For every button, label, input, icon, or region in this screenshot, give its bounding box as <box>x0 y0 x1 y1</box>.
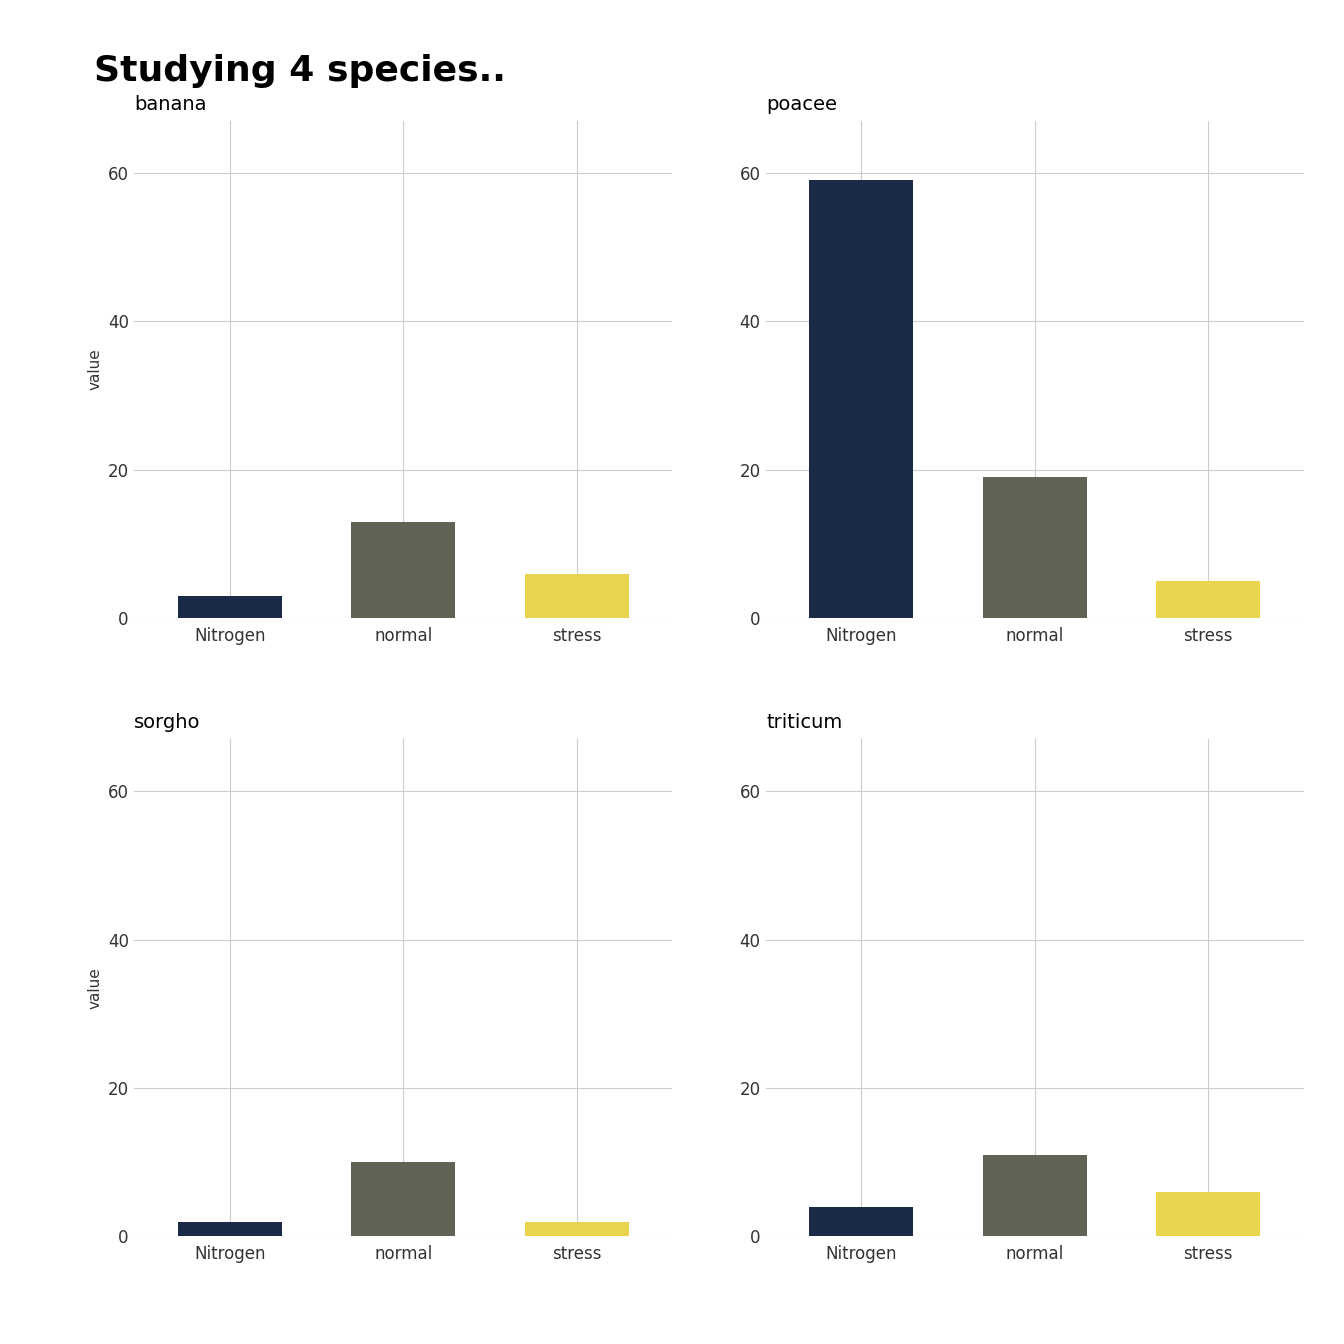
Y-axis label: value: value <box>87 966 102 1009</box>
Bar <box>1156 581 1261 618</box>
Bar <box>524 1222 629 1236</box>
Bar <box>177 595 282 618</box>
Text: Studying 4 species..: Studying 4 species.. <box>94 54 505 87</box>
Text: banana: banana <box>134 95 207 114</box>
Bar <box>982 477 1087 618</box>
Text: poacee: poacee <box>766 95 837 114</box>
Bar <box>351 1163 456 1236</box>
Bar <box>982 1154 1087 1236</box>
Text: triticum: triticum <box>766 714 843 732</box>
Bar <box>809 180 914 618</box>
Bar <box>524 574 629 618</box>
Bar <box>809 1207 914 1236</box>
Bar <box>351 521 456 618</box>
Bar <box>177 1222 282 1236</box>
Text: sorgho: sorgho <box>134 714 200 732</box>
Bar <box>1156 1192 1261 1236</box>
Y-axis label: value: value <box>87 348 102 391</box>
